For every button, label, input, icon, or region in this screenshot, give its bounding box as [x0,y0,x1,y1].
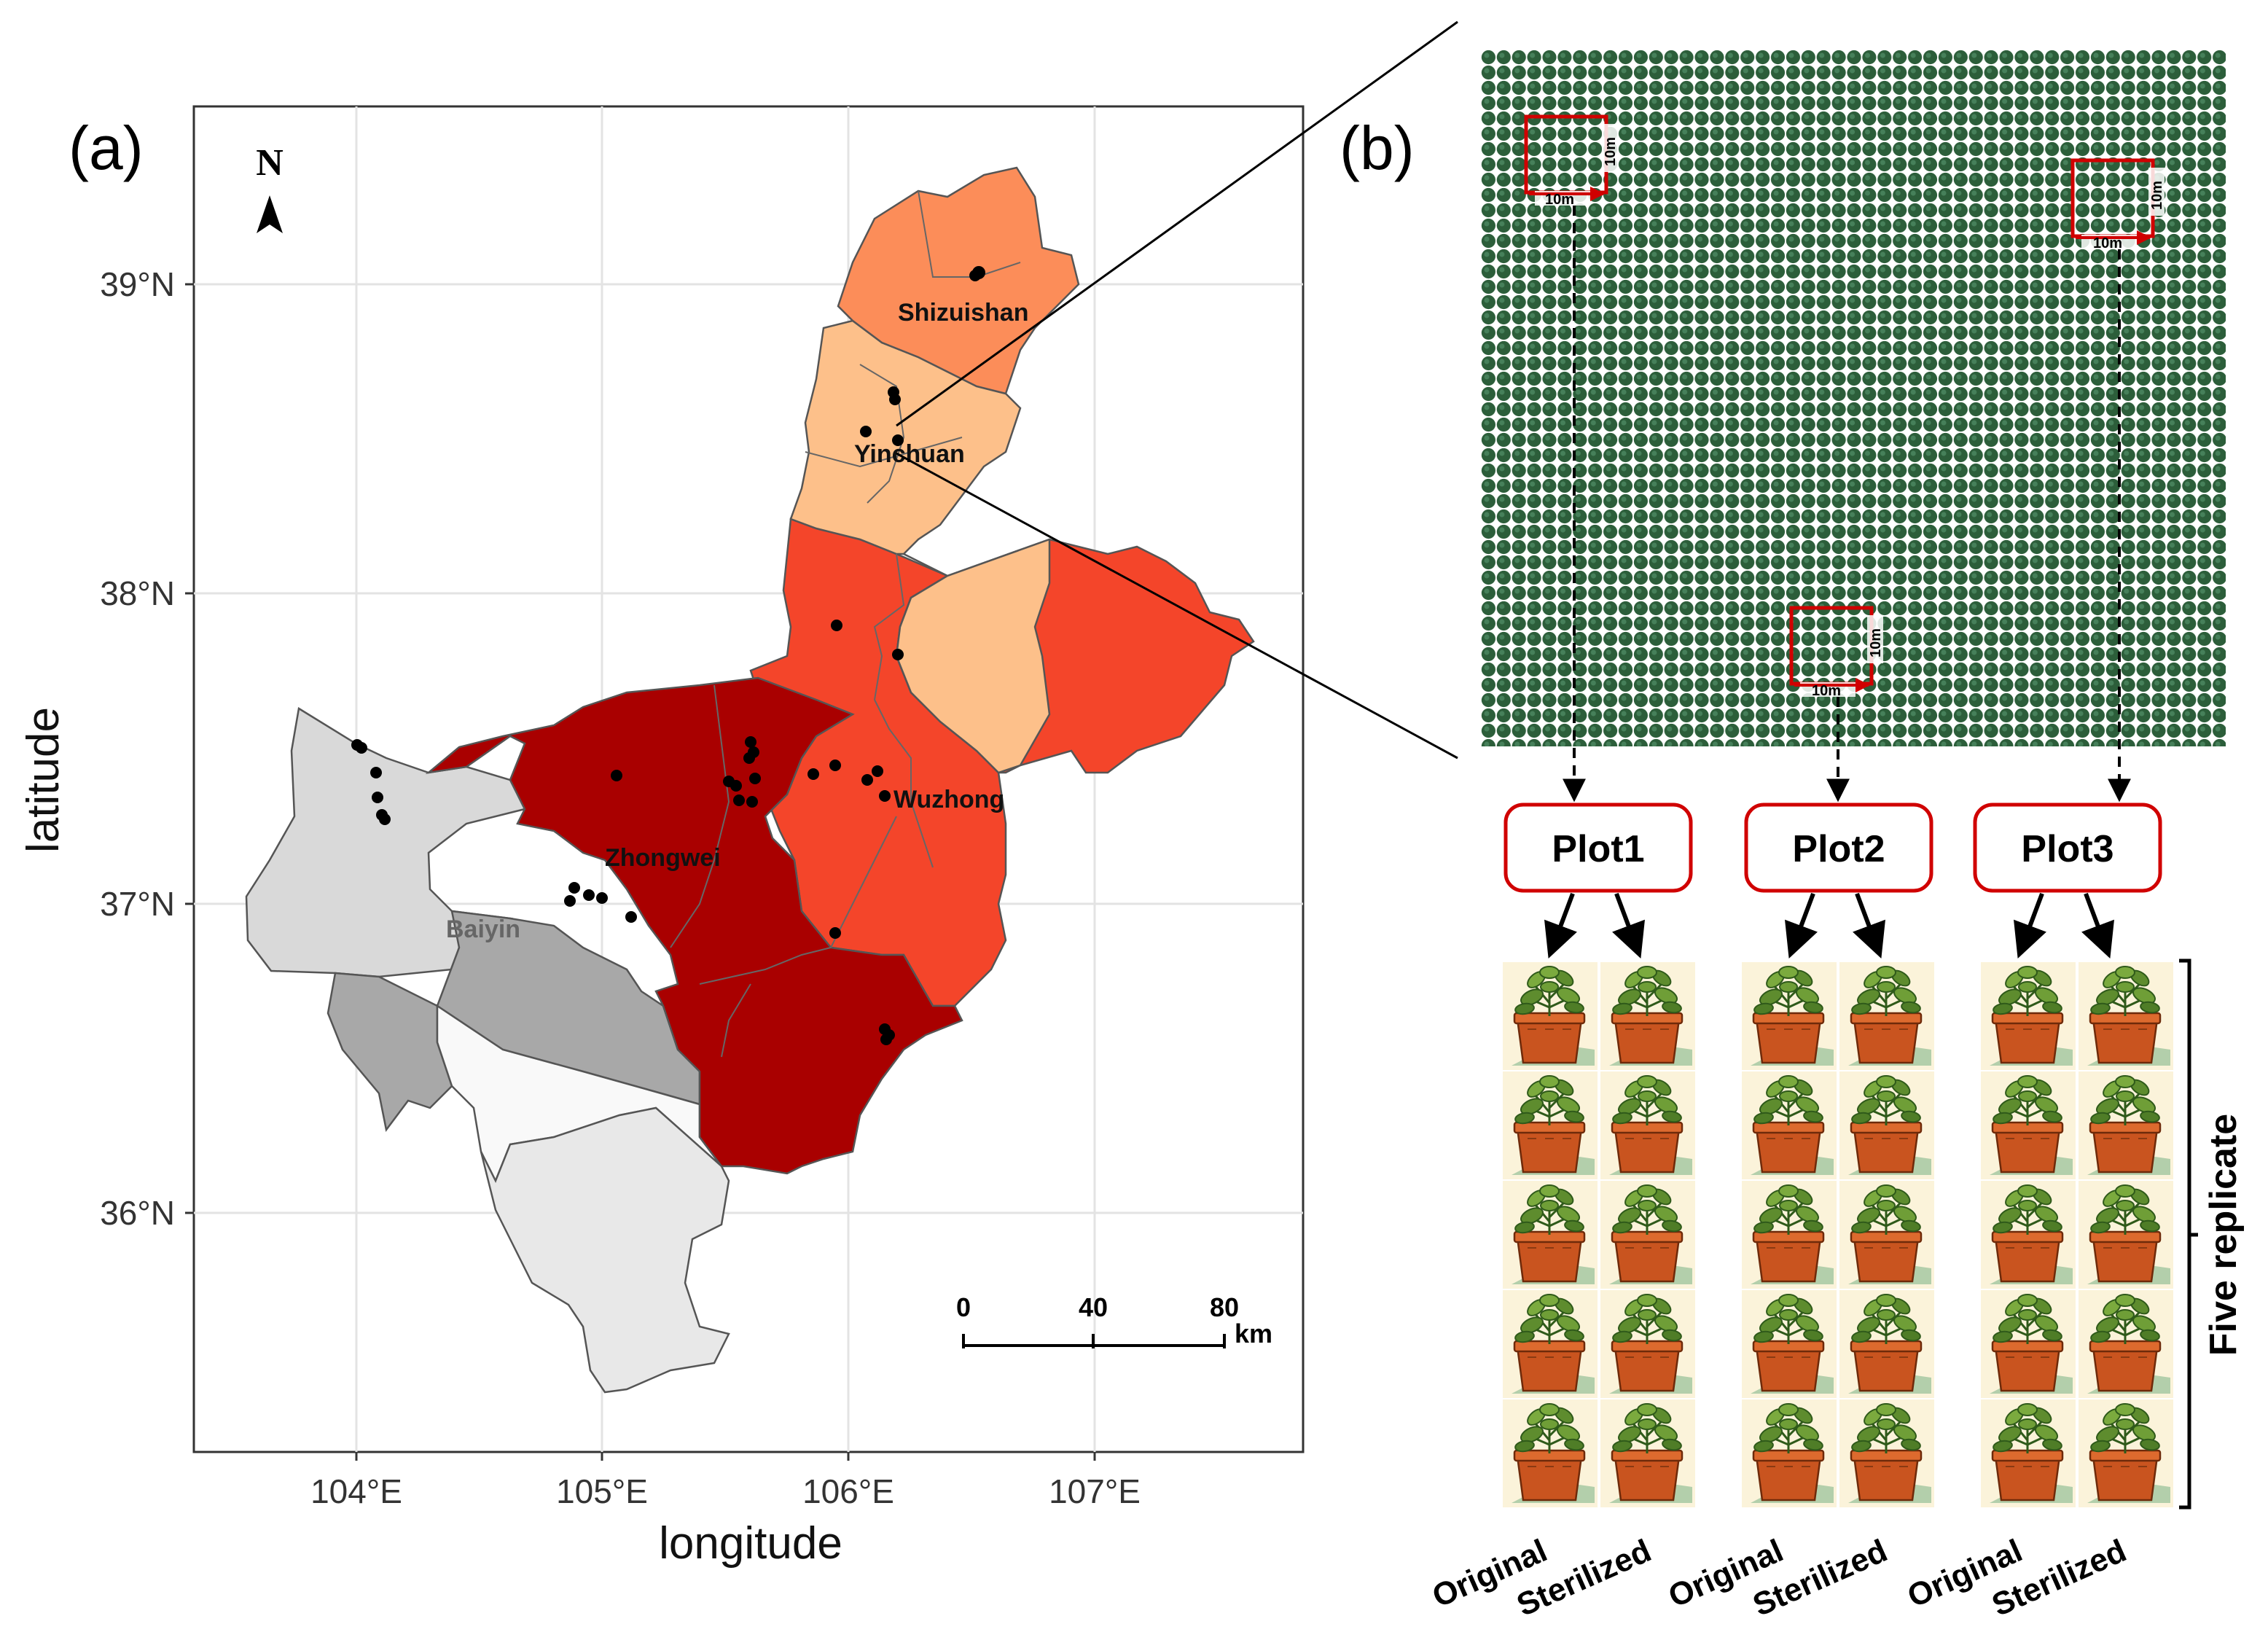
sample-point [749,773,761,784]
scale-tick-0: 0 [956,1292,971,1322]
sample-point [831,620,842,631]
x-tick-106: 106°E [802,1472,894,1510]
sample-point [625,911,637,923]
city-label-shizuishan: Shizuishan [898,299,1028,327]
north-label: N [256,142,284,184]
sample-point [379,813,391,825]
baiyin-region-south [480,1106,730,1394]
plot3-label: Plot3 [2021,828,2113,870]
sample-point [829,760,841,771]
sample-point [808,768,819,780]
city-label-zhongwei: Zhongwei [605,844,721,872]
baiyin-region-west [326,972,453,1132]
sample-point [889,394,901,405]
pot-column-plot2-original [1740,961,1838,1509]
y-axis-title: latitude [18,707,69,853]
sample-point [356,742,367,754]
sample-point [892,434,904,446]
sample-point [969,270,981,281]
y-tick-37: 37°N [100,885,175,923]
x-tick-107: 107°E [1049,1472,1141,1510]
x-axis-title: longitude [659,1518,842,1569]
axis-ticks [185,283,1096,1461]
pot-column-plot1-sterilized [1599,961,1697,1509]
sample-point [583,889,595,901]
plot1-box [1503,803,1693,893]
quadrat-2-height-label: 10m [1868,628,1884,657]
plot1-label: Plot1 [1552,828,1644,870]
quadrat-2: 10m 10m [1789,606,1884,699]
replicate-bracket [2179,958,2198,1510]
sample-point [879,790,891,802]
sample-point [880,1034,892,1045]
sample-point [370,767,382,778]
city-label-wuzhong: Wuzhong [893,786,1004,813]
panel-a-label: (a) [69,114,144,182]
yinchuan-region [789,319,1051,774]
sample-point [861,774,873,786]
pot-column-plot2-sterilized [1838,961,1936,1509]
replicate-label: Five replicate [2202,1114,2245,1356]
x-tick-104: 104°E [310,1472,402,1510]
sample-point [730,780,742,792]
sampling-points [351,266,985,1045]
plot2-box [1744,803,1933,893]
plot-split-arrows [1544,892,2114,958]
plot3-box [1973,803,2162,893]
zoom-line-top [896,20,1458,427]
sample-point [872,765,883,777]
quadrat-1-width-label: 10m [1545,192,1574,208]
sample-point [746,796,758,808]
sample-point [372,792,383,803]
quadrat-1-height-label: 10m [1603,137,1619,166]
sample-point [745,736,756,748]
city-label-yinchuan: Yinchuan [854,440,965,468]
sample-point [829,927,841,939]
pot-column-plot3-original [1979,961,2077,1509]
zoom-line-bottom [896,452,1458,760]
x-tick-105: 105°E [556,1472,648,1510]
north-arrow-icon [257,195,283,233]
scale-tick-40: 40 [1079,1292,1108,1322]
scale-bar: 0 40 80 km [956,1292,1272,1348]
field-plantation-grid [1481,50,2226,746]
y-tick-36: 36°N [100,1194,175,1232]
scale-unit: km [1235,1319,1272,1348]
y-tick-39: 39°N [100,265,175,303]
quadrat-1: 10m 10m [1524,114,1619,208]
quadrat-3-height-label: 10m [2149,181,2165,210]
sample-point [733,794,745,806]
sample-point [860,426,872,437]
sample-point [743,752,755,764]
pot-column-plot3-sterilized [2077,961,2175,1509]
quadrat-3-width-label: 10m [2093,235,2122,251]
sample-point [568,882,580,894]
city-label-baiyin: Baiyin [446,915,520,943]
pot-plants [1501,961,2175,1509]
plot2-label: Plot2 [1792,828,1885,870]
panel-b-label: (b) [1340,114,1415,182]
pot-column-plot1-original [1501,961,1599,1509]
sample-point [596,892,608,904]
zhongwei-region [425,676,963,1175]
scale-tick-80: 80 [1210,1292,1239,1322]
sample-point [611,770,622,781]
y-tick-38: 38°N [100,574,175,612]
quadrat-2-width-label: 10m [1812,683,1841,699]
quadrat-3: 10m 10m [2070,158,2165,251]
sample-point [892,649,904,660]
sample-point [564,895,576,907]
quadrat-to-plot-arrows [1563,206,2131,803]
district-boundaries [670,190,1021,1058]
